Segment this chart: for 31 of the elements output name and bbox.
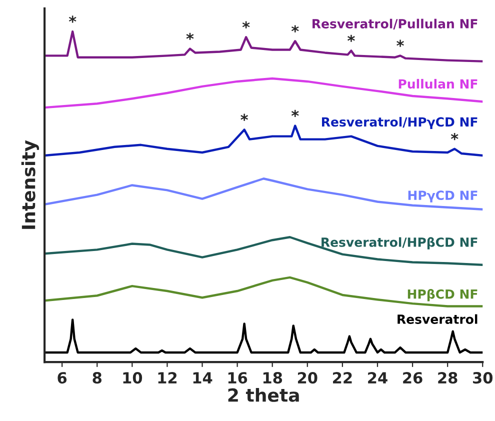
annotation: * bbox=[291, 110, 299, 117]
x-tick-label: 22 bbox=[333, 372, 352, 384]
annotation: * bbox=[240, 114, 248, 121]
annotation: * bbox=[186, 32, 194, 40]
series-label: Resveratrol/HPγCD NF bbox=[322, 116, 478, 130]
annotation: * bbox=[450, 132, 458, 140]
x-tick-label: 18 bbox=[263, 372, 282, 384]
x-tick-label: 26 bbox=[403, 372, 422, 384]
x-tick-label: 28 bbox=[438, 372, 458, 384]
series-label: Resveratrol bbox=[398, 314, 478, 324]
x-tick-label: 12 bbox=[158, 372, 177, 384]
x-tick-label: 16 bbox=[228, 372, 248, 384]
series-label: HPβCD NF bbox=[408, 288, 478, 302]
annotation: * bbox=[68, 16, 76, 23]
y-axis-title: Intensity bbox=[21, 140, 39, 229]
x-tick-label: 10 bbox=[123, 372, 142, 384]
x-tick-label: 14 bbox=[193, 372, 212, 384]
x-axis-title: 2 theta bbox=[228, 388, 299, 402]
x-tick-label: 24 bbox=[368, 372, 388, 384]
series-label: Resveratrol/Pullulan NF bbox=[312, 18, 478, 30]
annotation: * bbox=[348, 34, 355, 42]
x-tick-label: 30 bbox=[473, 372, 493, 384]
x-tick-label: 8 bbox=[92, 372, 102, 384]
series-label: Resveratrol/HPβCD NF bbox=[322, 237, 478, 250]
annotation: * bbox=[242, 21, 250, 28]
series-label: HPγCD NF bbox=[408, 190, 478, 202]
x-tick-label: 20 bbox=[298, 372, 318, 384]
annotation: * bbox=[291, 25, 299, 32]
x-tick-label: 6 bbox=[58, 372, 67, 384]
annotation: * bbox=[396, 40, 404, 47]
series-label: Pullulan NF bbox=[398, 78, 478, 89]
